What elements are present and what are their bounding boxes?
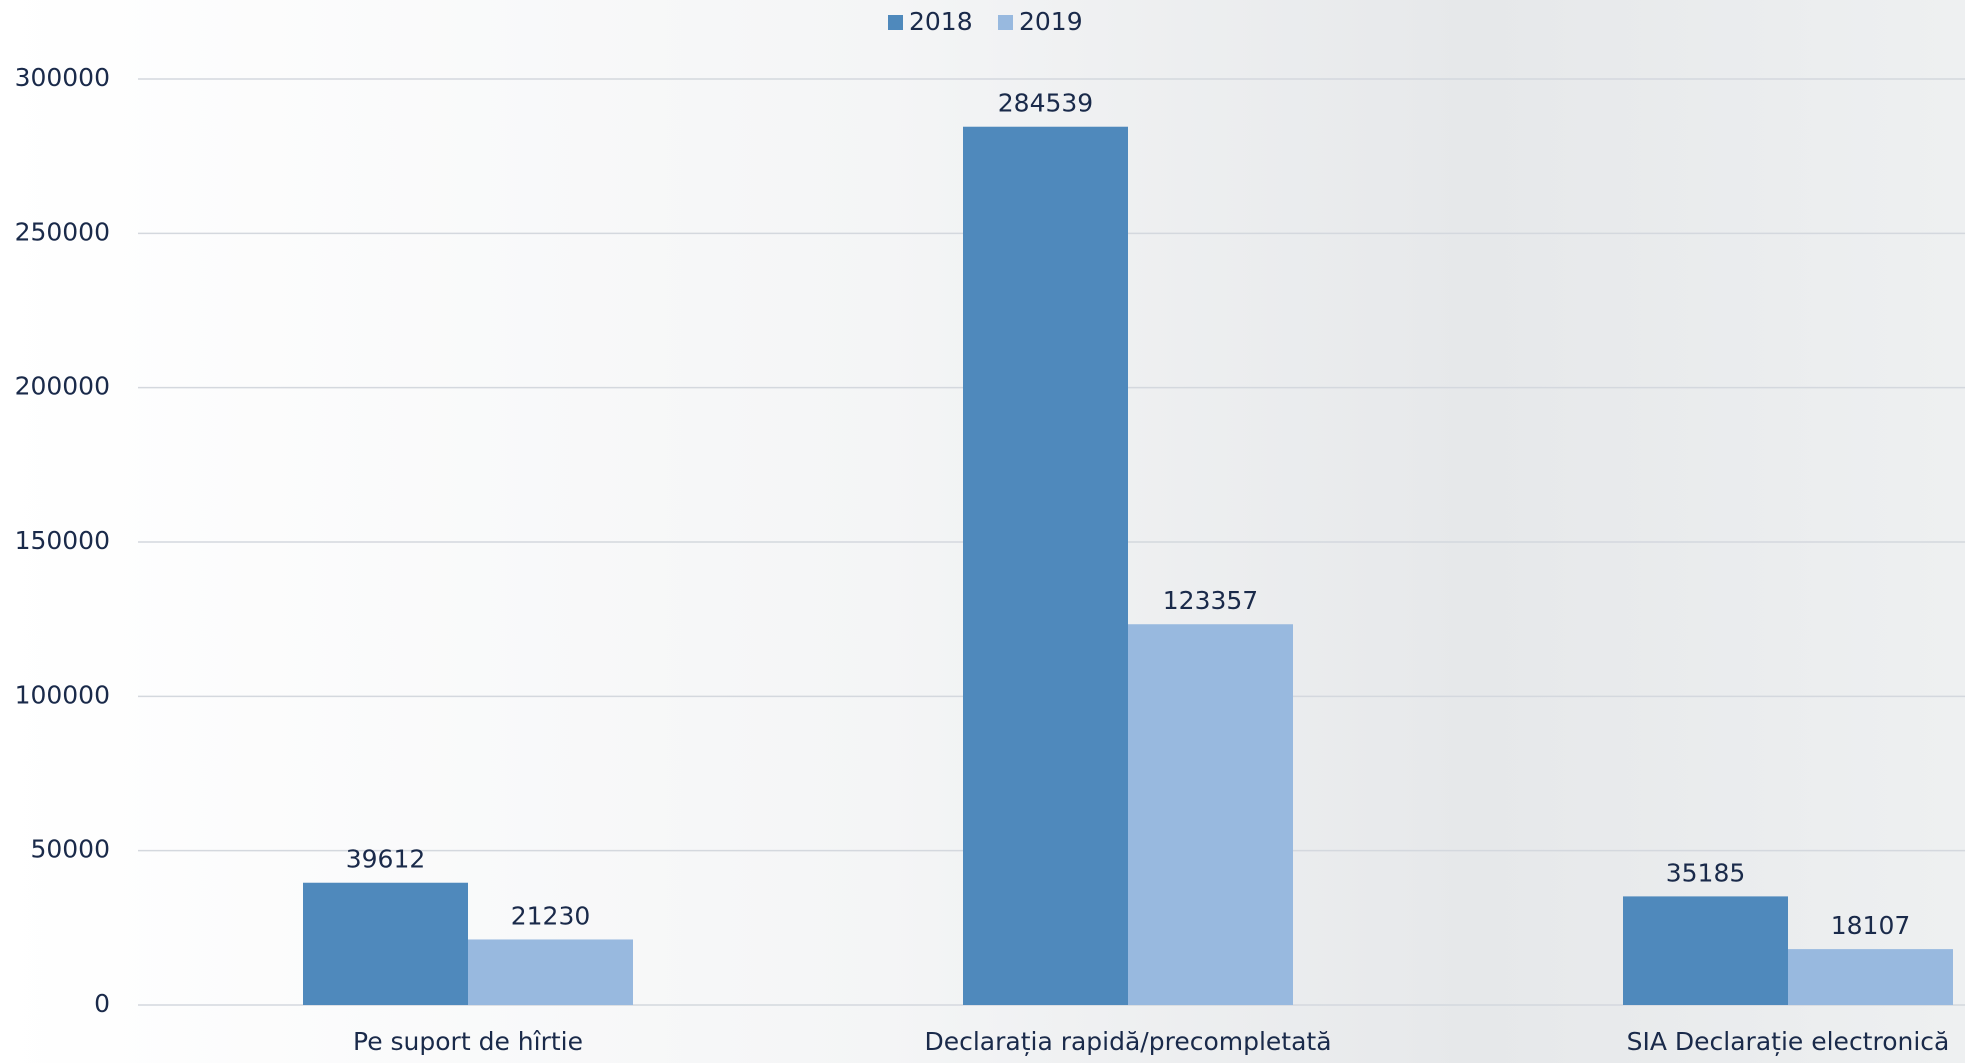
x-tick-label: Pe suport de hîrtie [353, 1027, 583, 1056]
data-label: 18107 [1831, 911, 1911, 940]
y-tick-label: 150000 [15, 526, 110, 555]
data-label: 39612 [346, 845, 426, 874]
data-label: 35185 [1666, 858, 1746, 887]
bar [1128, 624, 1293, 1005]
data-label: 21230 [511, 901, 591, 930]
y-tick-label: 100000 [15, 680, 110, 709]
y-tick-label: 50000 [30, 835, 110, 864]
bar [303, 882, 468, 1005]
y-tick-label: 250000 [15, 217, 110, 246]
legend-swatch [888, 15, 903, 30]
data-label: 123357 [1163, 586, 1258, 615]
legend-label: 2018 [909, 7, 973, 36]
x-tick-label: Declarația rapidă/precompletată [924, 1027, 1331, 1056]
y-tick-label: 300000 [15, 63, 110, 92]
bar [963, 126, 1128, 1005]
legend-label: 2019 [1019, 7, 1083, 36]
y-tick-label: 0 [94, 989, 110, 1018]
legend: 2018 2019 [888, 7, 1083, 36]
bar [1788, 949, 1953, 1005]
bar [468, 939, 633, 1005]
y-tick-label: 200000 [15, 372, 110, 401]
data-label: 284539 [998, 89, 1093, 118]
bar [1623, 896, 1788, 1005]
x-tick-label: SIA Declarație electronică [1627, 1027, 1950, 1056]
legend-swatch [998, 15, 1013, 30]
